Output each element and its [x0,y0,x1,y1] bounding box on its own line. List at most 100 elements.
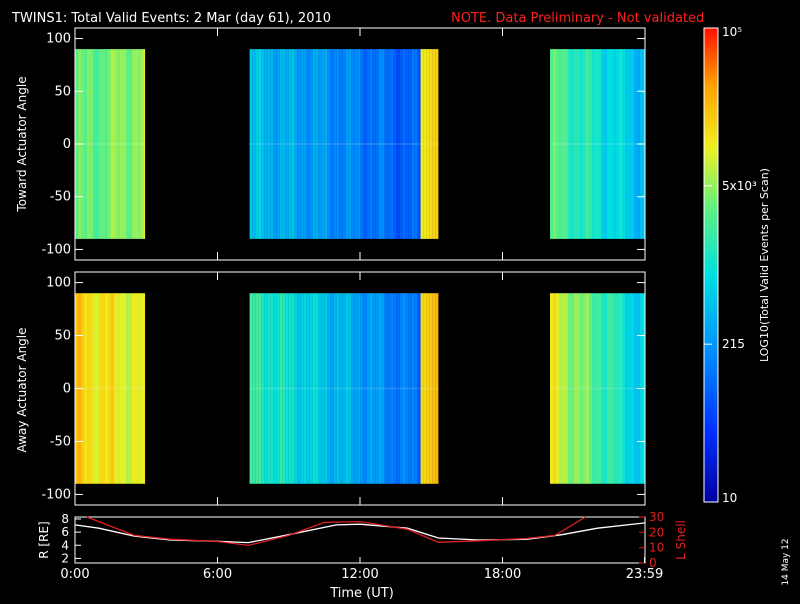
heatmap-strip [429,49,433,239]
colorbar-label: LOG10(Total Valid Events per Scan) [758,168,771,362]
heatmap-strip [294,293,298,484]
heatmap-strip [270,49,274,239]
heatmap-strip [297,293,301,484]
x-tick-label: 18:00 [484,567,521,582]
heatmap-strip [628,49,631,239]
heatmap-strip [252,49,256,239]
heatmap-strip [595,293,598,484]
heatmap-strip [144,293,146,484]
heatmap-strip [273,49,277,239]
heatmap-strip [324,49,328,239]
heatmap-strip [435,293,439,484]
right-axis-label: L Shell [674,520,688,560]
left-tick-label: 8 [61,512,69,526]
x-tick-label: 0:00 [60,567,89,582]
heatmap-strip [138,49,141,239]
heatmap-strip [351,49,355,239]
heatmap-strip [300,293,304,484]
heatmap-strip [574,293,577,484]
heatmap-strip [132,49,135,239]
heatmap-strip [390,49,394,239]
heatmap-strip [556,49,559,239]
heatmap-strip [592,49,595,239]
y-tick-label: 0 [63,137,71,152]
heatmap-strip [303,49,307,239]
right-tick-label: 20 [649,525,664,539]
heatmap-strip [252,293,256,484]
heatmap-strip [285,293,289,484]
heatmap-strip [114,293,117,484]
heatmap-strip [387,293,391,484]
heatmap-strip [348,293,352,484]
right-tick-label: 10 [649,541,664,555]
heatmap-strip [288,293,292,484]
heatmap-strip [381,293,385,484]
heatmap-strip [589,49,592,239]
heatmap-strip [396,49,400,239]
heatmap-strip [318,293,322,484]
heatmap-strip [108,49,111,239]
heatmap-strip [276,49,280,239]
heatmap-strip [90,293,93,484]
heatmap-strip [399,293,403,484]
heatmap-strip [129,293,132,484]
colorbar-tick-label: 215 [722,337,745,351]
heatmap-strip [267,49,271,239]
x-axis-label: Time (UT) [329,586,394,600]
right-tick-label: 30 [649,510,664,524]
heatmap-strip [249,49,253,239]
heatmap-strip [432,293,436,484]
heatmap-strip [553,49,556,239]
heatmap-strip [312,49,316,239]
heatmap-strip [577,293,580,484]
heatmap-strip [306,49,310,239]
heatmap-strip [417,293,421,484]
x-tick-label: 12:00 [341,567,378,582]
data-segment-0 [75,293,146,484]
heatmap-strip [411,49,415,239]
heatmap-strip [318,49,322,239]
heatmap-strip [405,49,409,239]
heatmap-strip [258,49,262,239]
heatmap-strip [345,293,349,484]
heatmap-strip [604,293,607,484]
heatmap-strip [610,293,613,484]
heatmap-strip [372,293,376,484]
away-actuator-panel: 100 50 0 -50 -100 Away Actuator Angle [15,271,646,506]
y-tick-label: -50 [50,434,71,449]
heatmap-strip [114,49,117,239]
heatmap-strip [556,293,559,484]
heatmap-strip [258,293,262,484]
heatmap-strip [613,293,616,484]
heatmap-strip [607,293,610,484]
heatmap-strip [300,49,304,239]
heatmap-strip [324,293,328,484]
heatmap-strip [135,293,138,484]
heatmap-strip [327,293,331,484]
heatmap-strip [423,293,427,484]
heatmap-strip [393,293,397,484]
heatmap-strip [126,293,129,484]
heatmap-strip [282,49,286,239]
y-tick-label: -50 [50,190,71,205]
heatmap-strip [126,49,129,239]
heatmap-strip [123,49,126,239]
heatmap-strip [321,293,325,484]
heatmap-strip [375,49,379,239]
left-axis-label: R [RE] [37,521,51,558]
heatmap-strip [90,49,93,239]
data-segment-2 [550,49,645,239]
heatmap-strip [93,293,96,484]
heatmap-strip [372,49,376,239]
heatmap-strip [571,49,574,239]
heatmap-strip [132,293,135,484]
heatmap-strip [351,293,355,484]
heatmap-strip [99,293,102,484]
heatmap-strip [628,293,631,484]
heatmap-strip [607,49,610,239]
heatmap-strip [426,49,430,239]
heatmap-strip [141,49,144,239]
heatmap-strip [129,49,132,239]
